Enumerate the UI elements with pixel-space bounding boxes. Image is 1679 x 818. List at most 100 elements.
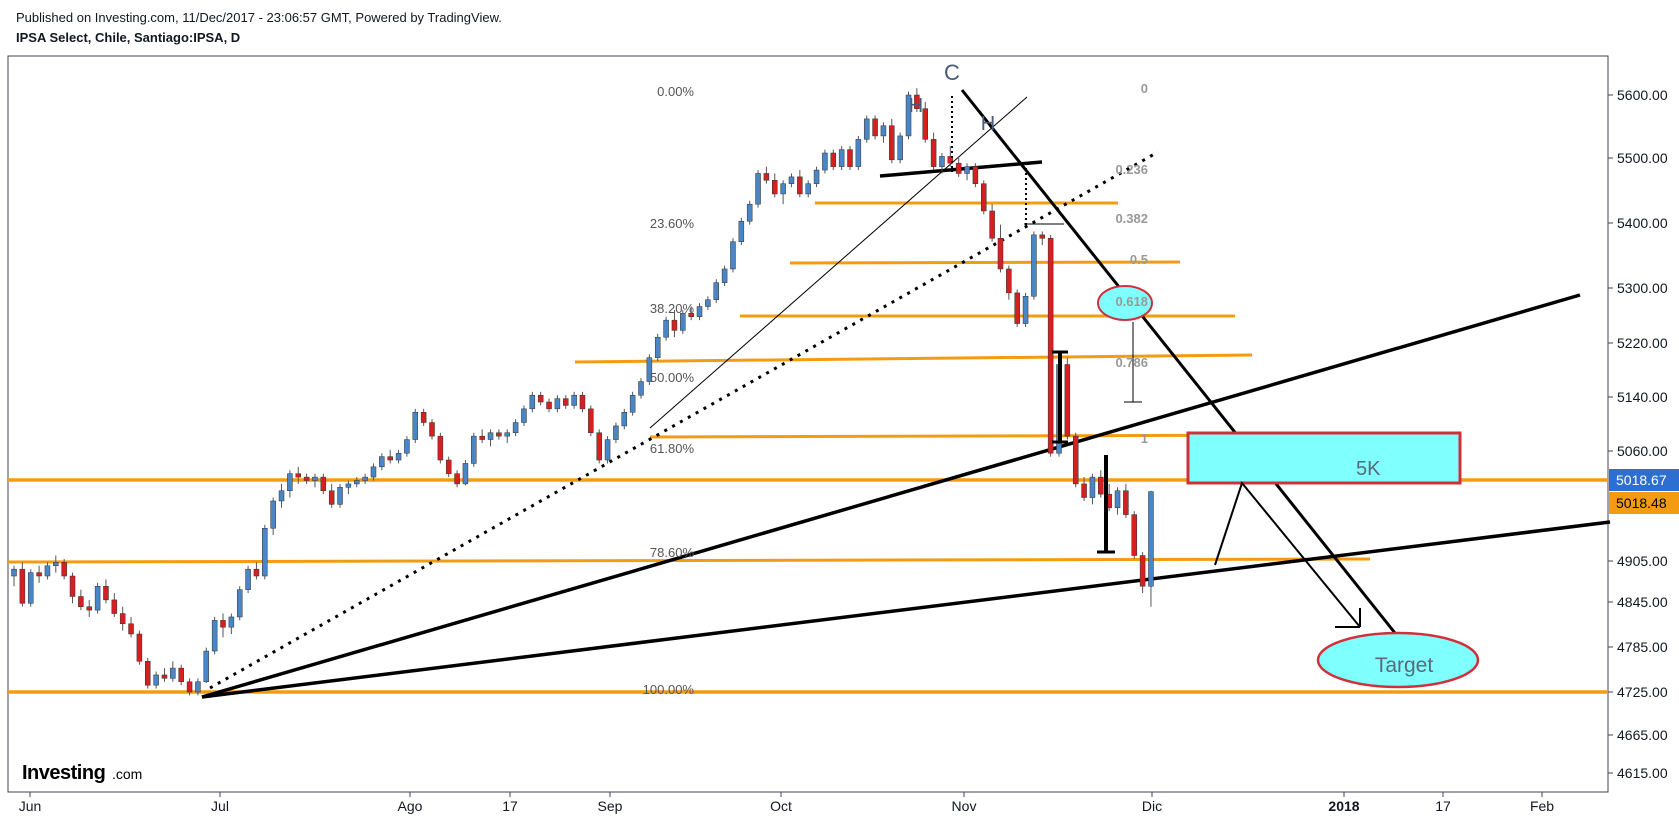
candle[interactable] (178, 664, 184, 686)
candle[interactable] (521, 405, 527, 426)
candle[interactable] (537, 391, 544, 406)
candle[interactable] (964, 163, 970, 181)
candle[interactable] (370, 463, 377, 481)
candle[interactable] (914, 88, 920, 113)
candle[interactable] (312, 473, 318, 488)
candle[interactable] (61, 558, 67, 580)
candle[interactable] (320, 473, 327, 495)
candle[interactable] (830, 149, 837, 171)
candle[interactable] (847, 146, 853, 171)
candle[interactable] (512, 419, 519, 437)
candle[interactable] (780, 180, 786, 205)
5k-box[interactable]: 5K (1186, 431, 1462, 485)
candle[interactable] (546, 398, 552, 413)
candle[interactable] (36, 565, 42, 583)
candle[interactable] (721, 265, 728, 287)
candle[interactable] (379, 453, 385, 471)
candle[interactable] (203, 647, 210, 684)
candle[interactable] (295, 466, 301, 484)
candle[interactable] (588, 405, 594, 437)
candle[interactable] (930, 132, 937, 171)
candle[interactable] (571, 391, 577, 409)
candle[interactable] (604, 436, 611, 464)
candle[interactable] (922, 101, 928, 143)
candle[interactable] (78, 589, 84, 611)
candle[interactable] (103, 579, 109, 604)
candle[interactable] (504, 429, 510, 443)
candle[interactable] (738, 217, 745, 246)
candle[interactable] (529, 391, 536, 413)
candle[interactable] (1072, 432, 1079, 488)
candle[interactable] (1039, 231, 1046, 246)
fib-line-500[interactable] (574, 353, 1253, 364)
candle[interactable] (245, 565, 251, 594)
candle[interactable] (772, 173, 778, 198)
candle[interactable] (345, 480, 352, 495)
candle[interactable] (579, 391, 586, 413)
candle[interactable] (236, 586, 243, 621)
candle[interactable] (228, 613, 235, 635)
candle[interactable] (170, 661, 176, 682)
fib-618-highlight[interactable] (1097, 285, 1153, 321)
candle[interactable] (788, 173, 795, 188)
candle[interactable] (220, 613, 226, 638)
candle[interactable] (153, 671, 159, 689)
candle[interactable] (955, 156, 962, 177)
candle[interactable] (1123, 483, 1129, 519)
candle[interactable] (646, 354, 653, 385)
candle[interactable] (997, 224, 1004, 273)
candle[interactable] (939, 152, 945, 174)
time-axis[interactable]: Jun Jul Ago 17 Sep Oct Nov Dic 2018 17 Feb (19, 792, 1555, 814)
target-ellipse[interactable] (1316, 631, 1480, 689)
candle[interactable] (471, 432, 477, 467)
fib-line-236[interactable] (789, 260, 1181, 265)
candle[interactable] (69, 572, 76, 604)
candle[interactable] (136, 630, 143, 665)
candle[interactable] (53, 555, 59, 573)
candle[interactable] (404, 436, 410, 457)
candle[interactable] (797, 170, 803, 198)
candle[interactable] (621, 408, 628, 430)
candle[interactable] (905, 91, 912, 140)
candle[interactable] (437, 432, 444, 464)
candle[interactable] (1139, 552, 1146, 594)
candle[interactable] (94, 582, 101, 614)
candle[interactable] (186, 678, 193, 696)
candle[interactable] (730, 238, 736, 273)
candle[interactable] (638, 378, 644, 399)
candle[interactable] (663, 316, 669, 341)
candle[interactable] (19, 562, 26, 607)
candle[interactable] (813, 166, 820, 188)
candle[interactable] (211, 616, 218, 655)
candle[interactable] (563, 395, 569, 409)
upper-trendline[interactable] (201, 293, 1581, 699)
candle[interactable] (880, 122, 887, 143)
candle[interactable] (889, 118, 895, 164)
candle[interactable] (1006, 265, 1012, 300)
candle[interactable] (253, 562, 260, 580)
candle[interactable] (412, 408, 419, 443)
candle[interactable] (947, 146, 954, 167)
candle[interactable] (872, 115, 878, 140)
candle[interactable] (395, 449, 402, 464)
candle[interactable] (496, 429, 502, 440)
candle[interactable] (195, 678, 201, 696)
dotted-trendline[interactable] (209, 150, 1159, 690)
candle[interactable] (145, 657, 151, 689)
candle[interactable] (445, 456, 452, 478)
candle[interactable] (454, 470, 460, 488)
candle[interactable] (1081, 477, 1087, 501)
candle[interactable] (362, 473, 368, 484)
candle[interactable] (1098, 470, 1104, 498)
candle[interactable] (328, 483, 335, 508)
candle[interactable] (479, 429, 485, 443)
candle[interactable] (27, 569, 34, 607)
candle[interactable] (270, 497, 276, 536)
candle[interactable] (1089, 473, 1096, 505)
5k-zone[interactable] (1186, 431, 1462, 485)
candle[interactable] (429, 419, 435, 440)
candle[interactable] (746, 200, 753, 225)
target-marker[interactable]: Target (1316, 631, 1480, 689)
candle[interactable] (855, 135, 862, 171)
